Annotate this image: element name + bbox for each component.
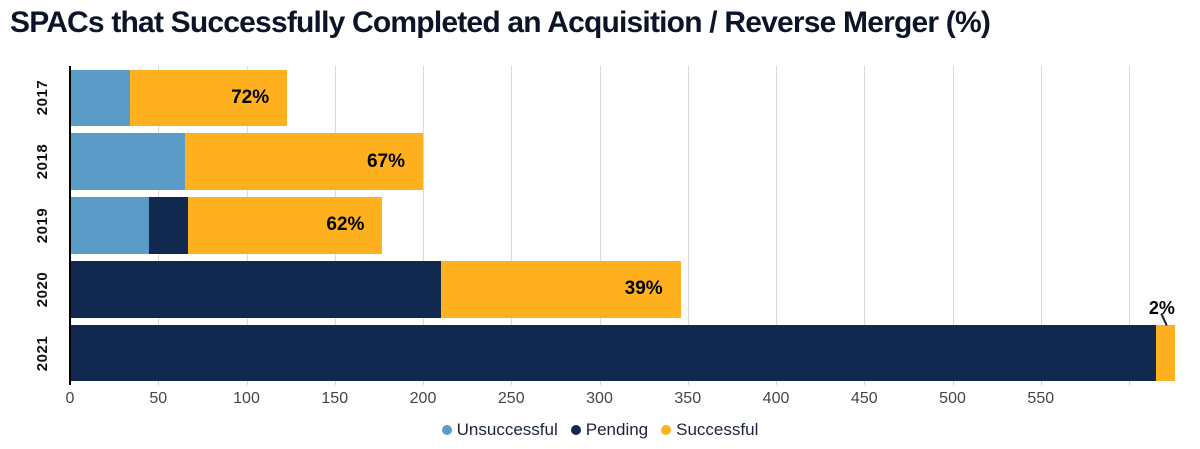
bar-segment-successful [1155, 324, 1175, 382]
y-axis-label: 2019 [22, 197, 64, 254]
x-tick-label: 200 [409, 390, 437, 407]
legend-dot-pending [570, 425, 581, 435]
bar-segment-pending [70, 324, 1156, 382]
bar-segment-unsuccessful [70, 133, 185, 191]
y-axis-label: 2017 [22, 70, 64, 127]
y-axis-label: 2018 [22, 133, 64, 190]
x-tick-label: 100 [233, 390, 260, 407]
bar-segment-successful [130, 69, 288, 127]
y-axis-label-text: 2018 [34, 144, 52, 180]
gridline [864, 66, 866, 385]
bar-segment-unsuccessful [70, 69, 130, 127]
gridline [511, 66, 513, 385]
legend-label: Unsuccessful [456, 420, 558, 439]
legend-item-unsuccessful: Unsuccessful [441, 420, 558, 440]
legend-item-successful: Successful [661, 420, 758, 440]
gridline [599, 66, 601, 385]
bar-value-label: 67% [366, 150, 406, 172]
y-axis-label-text: 2017 [34, 80, 52, 116]
bar-value-label: 62% [326, 214, 365, 236]
plot-area: 0 50 100 150 200 250 300 350 400 450 500 550 2017 72%… [35, 66, 1182, 407]
gridline [1040, 66, 1042, 385]
x-tick-label: 150 [321, 390, 349, 407]
bar-value-label: 72% [231, 86, 270, 108]
y-axis-label: 2020 [22, 261, 64, 318]
chart-title: SPACs that Successfully Completed an Acq… [10, 6, 991, 39]
y-axis-label-text: 2019 [34, 207, 52, 244]
y-axis-label-text: 2021 [34, 335, 52, 371]
legend-label: Pending [585, 420, 649, 439]
x-tick-label: 500 [939, 390, 966, 407]
x-tick-label: 250 [497, 390, 525, 407]
bar-value-label: 2% [1148, 297, 1175, 318]
y-axis-label: 2021 [22, 325, 64, 382]
x-tick-label: 350 [674, 390, 702, 407]
y-axis-line [69, 66, 71, 385]
x-tick-label: 550 [1027, 390, 1055, 407]
x-tick-label: 400 [762, 390, 790, 407]
gridline [952, 66, 954, 385]
legend-label: Successful [676, 420, 759, 439]
gridline [1129, 66, 1131, 385]
bar-segment-successful [440, 260, 681, 318]
legend-item-pending: Pending [570, 420, 649, 440]
legend: Unsuccessful Pending Successful [0, 420, 1200, 440]
bar-segment-pending [149, 197, 189, 254]
gridline [776, 66, 778, 385]
legend-dot-successful [661, 425, 672, 435]
x-tick-label: 300 [586, 390, 613, 407]
bar-segment-unsuccessful [70, 197, 150, 254]
legend-dot-unsuccessful [441, 425, 452, 435]
gridline [687, 66, 689, 385]
bar-segment-successful [184, 133, 423, 191]
bar-segment-pending [70, 260, 441, 318]
bar-value-label: 39% [624, 278, 663, 300]
x-tick-label: 0 [65, 390, 75, 407]
gridline [423, 66, 425, 385]
x-tick-label: 50 [149, 390, 168, 407]
x-tick-label: 450 [850, 390, 878, 407]
y-axis-label-text: 2020 [34, 271, 52, 307]
bar-segment-successful [188, 197, 383, 254]
